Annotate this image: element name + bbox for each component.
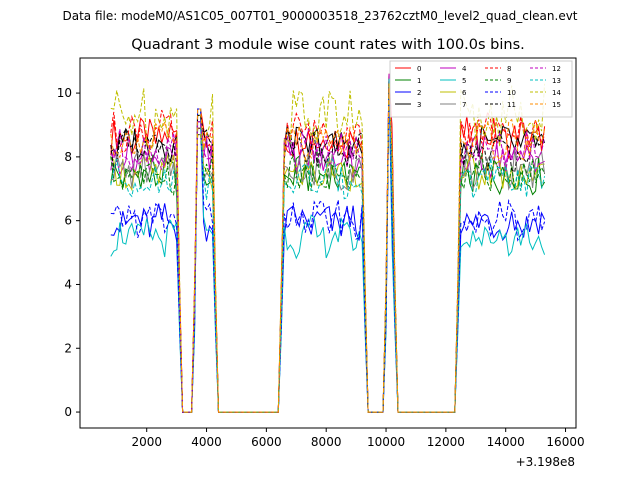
x-tick-label: 12000 [427, 435, 465, 449]
legend-label-5: 5 [462, 77, 466, 85]
legend-label-10: 10 [507, 89, 516, 97]
series-line-12 [110, 73, 546, 413]
x-axis-offset-label: +3.198e8 [516, 455, 575, 469]
legend-label-1: 1 [417, 77, 421, 85]
legend-label-6: 6 [462, 89, 467, 97]
x-tick-label: 10000 [367, 435, 405, 449]
y-tick-label: 0 [64, 405, 72, 419]
legend-label-0: 0 [417, 65, 421, 73]
y-tick-label: 6 [64, 214, 72, 228]
legend-label-14: 14 [552, 89, 561, 97]
legend-label-8: 8 [507, 65, 511, 73]
series-layer [110, 73, 546, 413]
legend-box [389, 60, 573, 118]
x-tick-label: 14000 [487, 435, 525, 449]
legend-label-12: 12 [552, 65, 561, 73]
series-line-13 [110, 78, 546, 413]
y-tick-label: 8 [64, 150, 72, 164]
chart-title: Quadrant 3 module wise count rates with … [131, 37, 525, 53]
legend-label-15: 15 [552, 101, 561, 109]
legend-label-3: 3 [417, 101, 421, 109]
x-tick-label: 2000 [131, 435, 162, 449]
legend-label-7: 7 [462, 101, 466, 109]
x-tick-label: 8000 [311, 435, 342, 449]
legend-label-13: 13 [552, 77, 561, 85]
x-tick-label: 16000 [546, 435, 584, 449]
y-tick-label: 10 [57, 86, 72, 100]
x-tick-label: 6000 [251, 435, 282, 449]
legend-label-11: 11 [507, 101, 516, 109]
legend-label-9: 9 [507, 77, 511, 85]
axes-layer: 2000 4000 6000 8000 10000 12000 14000 16000 0 2 4 6… [57, 86, 585, 449]
legend-label-4: 4 [462, 65, 467, 73]
chart-suptitle: Data file: modeM0/AS1C05_007T01_90000035… [62, 9, 577, 23]
x-tick-label: 4000 [191, 435, 222, 449]
legend-label-2: 2 [417, 89, 421, 97]
series-line-15 [110, 88, 546, 413]
y-tick-label: 2 [64, 341, 72, 355]
series-line-9 [110, 78, 546, 413]
y-tick-label: 4 [64, 277, 72, 291]
